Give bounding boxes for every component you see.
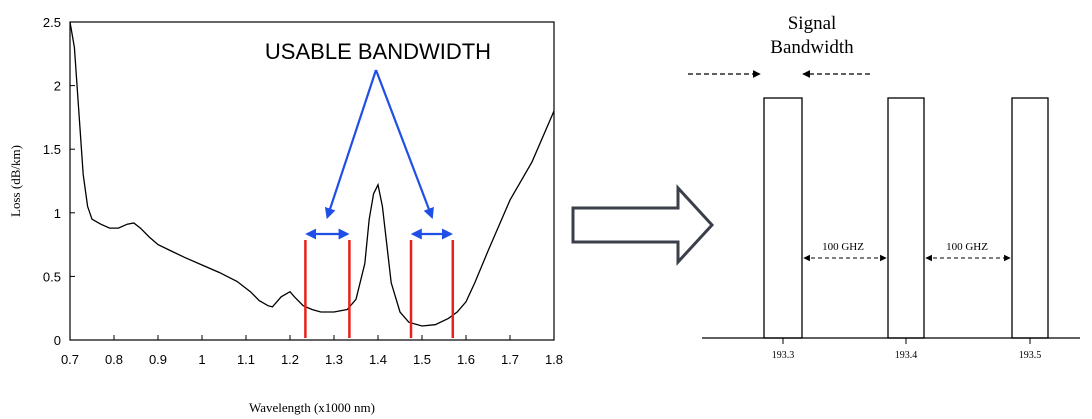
- bandwidth-label: Bandwidth: [770, 37, 854, 58]
- loss-chart: 0.7 0.8 0.9 1 1.1 1.2 1.3 1.4 1.5 1.6 1.7 1.8 0 0.5 1…: [8, 15, 563, 415]
- x-tick-label: 1.5: [413, 352, 431, 367]
- plot-frame: [69, 21, 555, 341]
- x-axis: 0.7 0.8 0.9 1 1.1 1.2 1.3 1.4 1.5 1.6 1.7 1.8: [61, 335, 563, 367]
- channel-ticks: 193.3 193.4 193.5: [772, 338, 1042, 361]
- channel-block-3: [1011, 97, 1049, 339]
- y-tick-label: 2: [54, 79, 61, 94]
- spacing-label-1: 100 GHZ: [822, 241, 864, 253]
- channel-label: 193.3: [772, 350, 795, 361]
- loss-curve: [69, 21, 555, 327]
- transition-arrow: [571, 184, 715, 266]
- channel-label: 193.5: [1019, 350, 1042, 361]
- spacing-label-2: 100 GHZ: [946, 241, 988, 253]
- x-tick-label: 0.8: [105, 352, 123, 367]
- y-tick-label: 1: [54, 206, 61, 221]
- x-tick-label: 1.8: [545, 352, 563, 367]
- channel-block-2: [887, 97, 925, 339]
- channel-label: 193.4: [895, 350, 918, 361]
- pointer-arrow: [324, 69, 378, 220]
- x-tick-label: 1: [198, 352, 205, 367]
- y-axis-title: Loss (dB/km): [8, 145, 23, 217]
- x-tick-label: 0.7: [61, 352, 79, 367]
- y-tick-label: 1.5: [43, 142, 61, 157]
- y-tick-label: 2.5: [43, 15, 61, 30]
- y-tick-label: 0.5: [43, 269, 61, 284]
- band-limit-lines: [304, 240, 455, 338]
- pointer-arrows: [324, 69, 434, 220]
- y-tick-label: 0: [54, 333, 61, 348]
- x-tick-label: 0.9: [149, 352, 167, 367]
- x-tick-label: 1.6: [457, 352, 475, 367]
- x-tick-label: 1.4: [369, 352, 387, 367]
- y-axis: 0 0.5 1 1.5 2 2.5: [43, 15, 75, 348]
- x-tick-label: 1.2: [281, 352, 299, 367]
- signal-label: Signal: [788, 13, 837, 34]
- channel-block-1: [763, 97, 803, 339]
- channel-diagram: Signal Bandwidth 100 GHZ 100 GHZ 193.3 19…: [688, 13, 1080, 361]
- x-axis-title: Wavelength (x1000 nm): [249, 400, 375, 415]
- x-tick-label: 1.3: [325, 352, 343, 367]
- x-tick-label: 1.7: [501, 352, 519, 367]
- pointer-arrow: [374, 69, 434, 220]
- x-tick-label: 1.1: [237, 352, 255, 367]
- usable-bandwidth-label: USABLE BANDWIDTH: [265, 39, 491, 64]
